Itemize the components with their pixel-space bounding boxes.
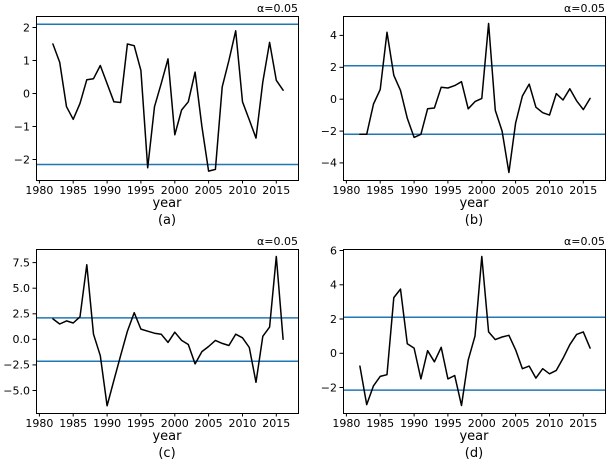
x-tick-label: 2005 (195, 184, 223, 197)
x-tick-label: 1990 (400, 417, 428, 430)
x-axis-title: year (459, 429, 489, 444)
y-tick-label: −2.5 (3, 359, 30, 372)
x-tick-label: 2010 (536, 184, 564, 197)
alpha-annotation: α=0.05 (564, 2, 605, 15)
x-tick-label: 2000 (468, 184, 496, 197)
statistic-series-line (359, 255, 591, 407)
x-tick-label: 2015 (262, 184, 290, 197)
x-tick-label: 1980 (332, 417, 360, 430)
axes-frame (36, 16, 299, 181)
y-tick-label: 4 (330, 279, 337, 292)
subplot-d: 1980 1985 1990 1995 2000 2005 2010 2015 −2 0 2 4 6 α… (307, 233, 613, 467)
subplot-caption-b: (b) (465, 213, 483, 228)
x-tick-label: 2010 (229, 417, 257, 430)
axes-frame (343, 249, 606, 414)
x-tick-label: 2000 (161, 184, 189, 197)
chart-d-canvas: 1980 1985 1990 1995 2000 2005 2010 2015 −2 0 2 4 6 α… (321, 235, 606, 461)
x-tick-label: 2005 (502, 417, 530, 430)
x-tick-label: 1985 (59, 417, 87, 430)
x-tick-label: 2010 (536, 417, 564, 430)
y-tick-label: 2 (330, 61, 337, 74)
axes-frame (36, 249, 299, 414)
x-tick-label: 1995 (127, 184, 155, 197)
statistic-series-line (359, 22, 591, 174)
chart-c-canvas: 1980 1985 1990 1995 2000 2005 2010 2015 −5.0 −2.5… (3, 235, 299, 461)
x-tick-label: 1985 (59, 184, 87, 197)
y-tick-label: −2 (14, 153, 30, 166)
x-tick-label: 1995 (127, 417, 155, 430)
x-tick-label: 1990 (400, 184, 428, 197)
chart-d-marks: 1980 1985 1990 1995 2000 2005 2010 2015 −2 0 2 4 6 (321, 244, 605, 430)
x-axis-title: year (459, 196, 489, 211)
statistic-series-line (52, 255, 284, 407)
x-axis-title: year (152, 429, 182, 444)
y-tick-label: 0 (330, 93, 337, 106)
y-tick-label: 2 (23, 21, 30, 34)
subplot-caption-c: (c) (158, 446, 175, 461)
y-tick-label: −2 (321, 381, 337, 394)
y-tick-label: 1 (23, 54, 30, 67)
y-tick-label: −1 (14, 120, 30, 133)
chart-b-canvas: 1980 1985 1990 1995 2000 2005 2010 2015−4−2024 … (321, 2, 606, 228)
y-tick-label: −5.0 (3, 384, 30, 397)
y-tick-label: 0 (23, 87, 30, 100)
y-tick-label: 0 (330, 347, 337, 360)
x-tick-label: 1980 (25, 417, 53, 430)
x-tick-label: 2015 (569, 184, 597, 197)
alpha-annotation: α=0.05 (257, 235, 298, 248)
x-tick-label: 1980 (332, 184, 360, 197)
x-tick-label: 2005 (195, 417, 223, 430)
y-tick-label: 2 (330, 313, 337, 326)
alpha-annotation: α=0.05 (257, 2, 298, 15)
x-tick-label: 1990 (93, 417, 121, 430)
x-tick-label: 1985 (366, 184, 394, 197)
y-tick-label: 0.0 (13, 333, 31, 346)
chart-a-canvas: 1980 1985 1990 1995 2000 2005 2010 2015−2−1012 … (14, 2, 299, 228)
alpha-annotation: α=0.05 (564, 235, 605, 248)
y-tick-label: −4 (321, 157, 337, 170)
x-tick-label: 2000 (468, 417, 496, 430)
subplot-caption-a: (a) (158, 213, 176, 228)
x-tick-label: 2010 (229, 184, 257, 197)
x-tick-label: 1995 (434, 417, 462, 430)
x-tick-label: 2005 (502, 184, 530, 197)
chart-b-marks: 1980 1985 1990 1995 2000 2005 2010 2015 −4 −2 0 2 4 (321, 22, 605, 197)
x-tick-label: 2000 (161, 417, 189, 430)
statistic-series-line (52, 30, 284, 172)
y-tick-label: 5.0 (13, 282, 31, 295)
y-tick-label: 7.5 (13, 256, 31, 269)
y-tick-label: 6 (330, 244, 337, 257)
y-tick-label: 2.5 (13, 308, 31, 321)
x-tick-label: 1985 (366, 417, 394, 430)
x-tick-label: 1990 (93, 184, 121, 197)
y-tick-label: 4 (330, 29, 337, 42)
subplot-b: 1980 1985 1990 1995 2000 2005 2010 2015 −4 −2 0 2 4 … (307, 0, 613, 233)
x-tick-label: 1995 (434, 184, 462, 197)
x-tick-label: 2015 (262, 417, 290, 430)
axes-frame (343, 16, 606, 181)
x-tick-label: 2015 (569, 417, 597, 430)
y-tick-label: −2 (321, 125, 337, 138)
subplot-caption-d: (d) (465, 446, 483, 461)
subplot-c: 1980 1985 1990 1995 2000 2005 2010 2015 −5.0 −2.5… (0, 233, 307, 467)
chart-a-marks: 1980 1985 1990 1995 2000 2005 2010 2015 −2 −1 0 1 2 (14, 21, 298, 197)
x-tick-label: 1980 (25, 184, 53, 197)
chart-c-marks: 1980 1985 1990 1995 2000 2005 2010 2015 −5.0 −2.5… (3, 255, 298, 430)
x-axis-title: year (152, 196, 182, 211)
subplot-a: 1980 1985 1990 1995 2000 2005 2010 2015 −2 −1 0 1 2 … (0, 0, 307, 233)
